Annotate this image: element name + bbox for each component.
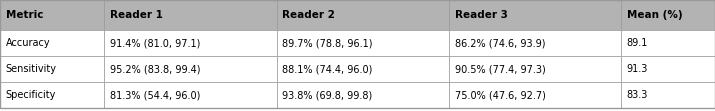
Text: 89.7% (78.8, 96.1): 89.7% (78.8, 96.1): [282, 38, 373, 48]
Text: 81.3% (54.4, 96.0): 81.3% (54.4, 96.0): [110, 90, 200, 100]
Bar: [277, 30, 449, 56]
Text: Mean (%): Mean (%): [627, 10, 682, 20]
Text: 88.1% (74.4, 96.0): 88.1% (74.4, 96.0): [282, 64, 373, 74]
Text: Sensitivity: Sensitivity: [6, 64, 56, 74]
Bar: [0, 0, 104, 30]
Bar: [104, 56, 277, 82]
Text: Metric: Metric: [6, 10, 43, 20]
Text: 91.3: 91.3: [627, 64, 649, 74]
Bar: [449, 30, 621, 56]
Text: 93.8% (69.8, 99.8): 93.8% (69.8, 99.8): [282, 90, 373, 100]
Text: 89.1: 89.1: [627, 38, 649, 48]
Bar: [104, 82, 277, 108]
Bar: [104, 30, 277, 56]
Bar: [621, 30, 715, 56]
Text: 95.2% (83.8, 99.4): 95.2% (83.8, 99.4): [110, 64, 201, 74]
Text: 86.2% (74.6, 93.9): 86.2% (74.6, 93.9): [455, 38, 545, 48]
Text: Reader 3: Reader 3: [455, 10, 508, 20]
Bar: [449, 56, 621, 82]
Bar: [0, 56, 104, 82]
Bar: [621, 0, 715, 30]
Bar: [104, 0, 277, 30]
Text: 91.4% (81.0, 97.1): 91.4% (81.0, 97.1): [110, 38, 200, 48]
Text: Specificity: Specificity: [6, 90, 56, 100]
Bar: [621, 82, 715, 108]
Bar: [449, 82, 621, 108]
Text: 90.5% (77.4, 97.3): 90.5% (77.4, 97.3): [455, 64, 546, 74]
Bar: [277, 56, 449, 82]
Bar: [277, 82, 449, 108]
Text: Reader 2: Reader 2: [282, 10, 335, 20]
Text: 75.0% (47.6, 92.7): 75.0% (47.6, 92.7): [455, 90, 546, 100]
Bar: [0, 30, 104, 56]
Text: 83.3: 83.3: [627, 90, 649, 100]
Bar: [277, 0, 449, 30]
Text: Accuracy: Accuracy: [6, 38, 50, 48]
Bar: [449, 0, 621, 30]
Text: Reader 1: Reader 1: [110, 10, 163, 20]
Bar: [0, 82, 104, 108]
Bar: [621, 56, 715, 82]
